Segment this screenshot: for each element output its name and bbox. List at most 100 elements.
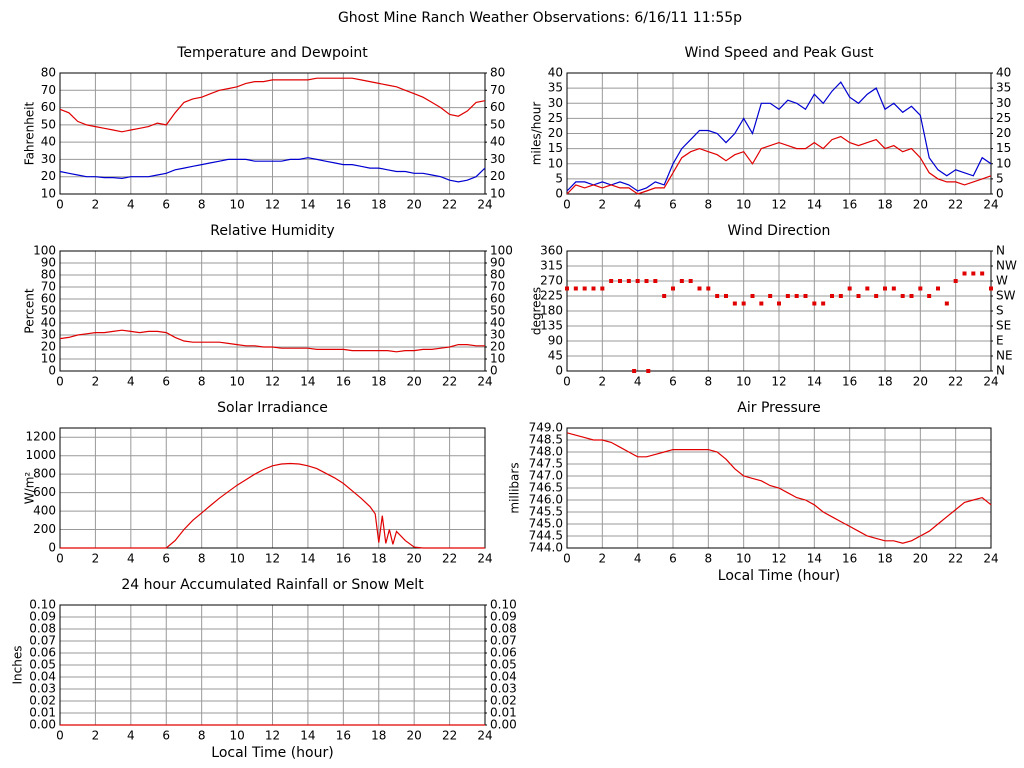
y-tick-label: 800 bbox=[33, 467, 56, 481]
data-point bbox=[944, 301, 949, 306]
x-tick-label: 20 bbox=[407, 729, 422, 743]
data-point bbox=[662, 294, 667, 298]
x-tick-label: 16 bbox=[336, 198, 351, 212]
data-point bbox=[715, 294, 720, 298]
x-tick-label: 10 bbox=[229, 198, 244, 212]
y2-tick-label: 30 bbox=[996, 96, 1011, 110]
data-point bbox=[741, 301, 746, 306]
x-tick-label: 20 bbox=[407, 375, 422, 389]
y2-tick-label: 90 bbox=[490, 256, 505, 270]
data-point bbox=[989, 286, 993, 291]
data-point bbox=[644, 279, 649, 283]
y2-tick-label: 5 bbox=[996, 171, 1004, 185]
data-point bbox=[900, 294, 905, 298]
x-tick-label: 6 bbox=[669, 198, 677, 212]
y2-tick-label: 20 bbox=[996, 126, 1011, 140]
y2-tick-label: 0 bbox=[490, 364, 498, 378]
x-tick-label: 22 bbox=[948, 198, 963, 212]
data-point bbox=[724, 294, 728, 298]
data-point bbox=[591, 286, 596, 291]
y-tick-label: 0.00 bbox=[29, 718, 56, 732]
y-tick-label: 30 bbox=[548, 96, 563, 110]
y2-tick-label: NE bbox=[996, 349, 1013, 363]
x-tick-label: 14 bbox=[807, 375, 822, 389]
y2-tick-label: E bbox=[996, 334, 1004, 348]
y2-tick-label: 0 bbox=[996, 187, 1004, 201]
data-point bbox=[838, 294, 843, 298]
x-tick-label: 4 bbox=[127, 729, 135, 743]
data-line bbox=[59, 77, 486, 133]
x-tick-label: 18 bbox=[371, 552, 386, 566]
y2-tick-label: 0.06 bbox=[490, 646, 517, 660]
y-tick-label: 0 bbox=[555, 364, 563, 378]
y-tick-label: 0.04 bbox=[29, 670, 56, 684]
x-tick-label: 18 bbox=[371, 375, 386, 389]
data-point bbox=[785, 294, 790, 298]
data-point bbox=[759, 301, 764, 306]
chart-title: Relative Humidity bbox=[210, 223, 334, 239]
data-point bbox=[936, 286, 940, 291]
y2-tick-label: 35 bbox=[996, 81, 1011, 95]
y-tick-label: 0.07 bbox=[29, 634, 56, 648]
data-line bbox=[59, 157, 486, 183]
x-tick-label: 10 bbox=[736, 552, 751, 566]
data-point bbox=[635, 279, 640, 283]
data-point bbox=[732, 301, 737, 306]
data-point bbox=[688, 279, 693, 283]
x-tick-label: 16 bbox=[842, 198, 857, 212]
x-tick-label: 14 bbox=[807, 198, 822, 212]
data-point bbox=[856, 294, 861, 298]
x-tick-label: 4 bbox=[127, 552, 135, 566]
y2-tick-label: SW bbox=[996, 289, 1016, 303]
y-tick-label: 360 bbox=[540, 244, 563, 258]
x-tick-label: 2 bbox=[599, 552, 607, 566]
y-tick-label: 80 bbox=[41, 268, 56, 282]
y-tick-label: 25 bbox=[548, 111, 563, 125]
y2-tick-label: 0.04 bbox=[490, 670, 517, 684]
x-tick-label: 18 bbox=[877, 198, 892, 212]
y-tick-label: 10 bbox=[41, 187, 56, 201]
data-point bbox=[980, 271, 985, 276]
data-point bbox=[847, 286, 852, 291]
plot-border bbox=[59, 250, 486, 372]
data-line bbox=[59, 329, 485, 353]
y2-tick-label: 100 bbox=[490, 244, 513, 258]
y2-tick-label: 60 bbox=[490, 100, 505, 114]
x-tick-label: 0 bbox=[563, 198, 571, 212]
y2-tick-label: 60 bbox=[490, 292, 505, 306]
y-tick-label: 40 bbox=[548, 66, 563, 80]
data-point bbox=[909, 294, 914, 298]
data-point bbox=[865, 286, 870, 291]
y2-tick-label: 70 bbox=[490, 280, 505, 294]
y-tick-label: 70 bbox=[41, 280, 56, 294]
y-tick-label: 746.5 bbox=[529, 481, 563, 495]
y-tick-label: 20 bbox=[548, 126, 563, 140]
y2-tick-label: 25 bbox=[996, 111, 1011, 125]
x-axis-label: Local Time (hour) bbox=[211, 745, 333, 761]
y-tick-label: 746.0 bbox=[529, 493, 563, 507]
y-tick-label: 180 bbox=[540, 304, 563, 318]
y2-tick-label: 70 bbox=[490, 83, 505, 97]
x-tick-label: 2 bbox=[92, 375, 100, 389]
plot-border bbox=[566, 250, 992, 372]
x-tick-label: 6 bbox=[162, 552, 170, 566]
y-axis-label: W/m² bbox=[23, 472, 37, 505]
data-point bbox=[626, 279, 631, 283]
data-point bbox=[697, 286, 702, 291]
data-point bbox=[768, 294, 773, 298]
chart-title: Wind Direction bbox=[728, 223, 831, 239]
x-tick-label: 16 bbox=[336, 375, 351, 389]
y-tick-label: 0.06 bbox=[29, 646, 56, 660]
y-tick-label: 40 bbox=[41, 316, 56, 330]
x-tick-label: 8 bbox=[198, 729, 206, 743]
y-tick-label: 1200 bbox=[25, 430, 56, 444]
x-tick-label: 14 bbox=[300, 198, 315, 212]
data-point bbox=[653, 279, 658, 283]
y-tick-label: 100 bbox=[33, 244, 56, 258]
y-tick-label: 745.0 bbox=[529, 517, 563, 531]
data-point bbox=[803, 294, 808, 298]
y-tick-label: 744.0 bbox=[529, 541, 563, 555]
y-tick-label: 745.5 bbox=[529, 505, 563, 519]
x-tick-label: 4 bbox=[127, 375, 135, 389]
y2-tick-label: 0.09 bbox=[490, 610, 517, 624]
